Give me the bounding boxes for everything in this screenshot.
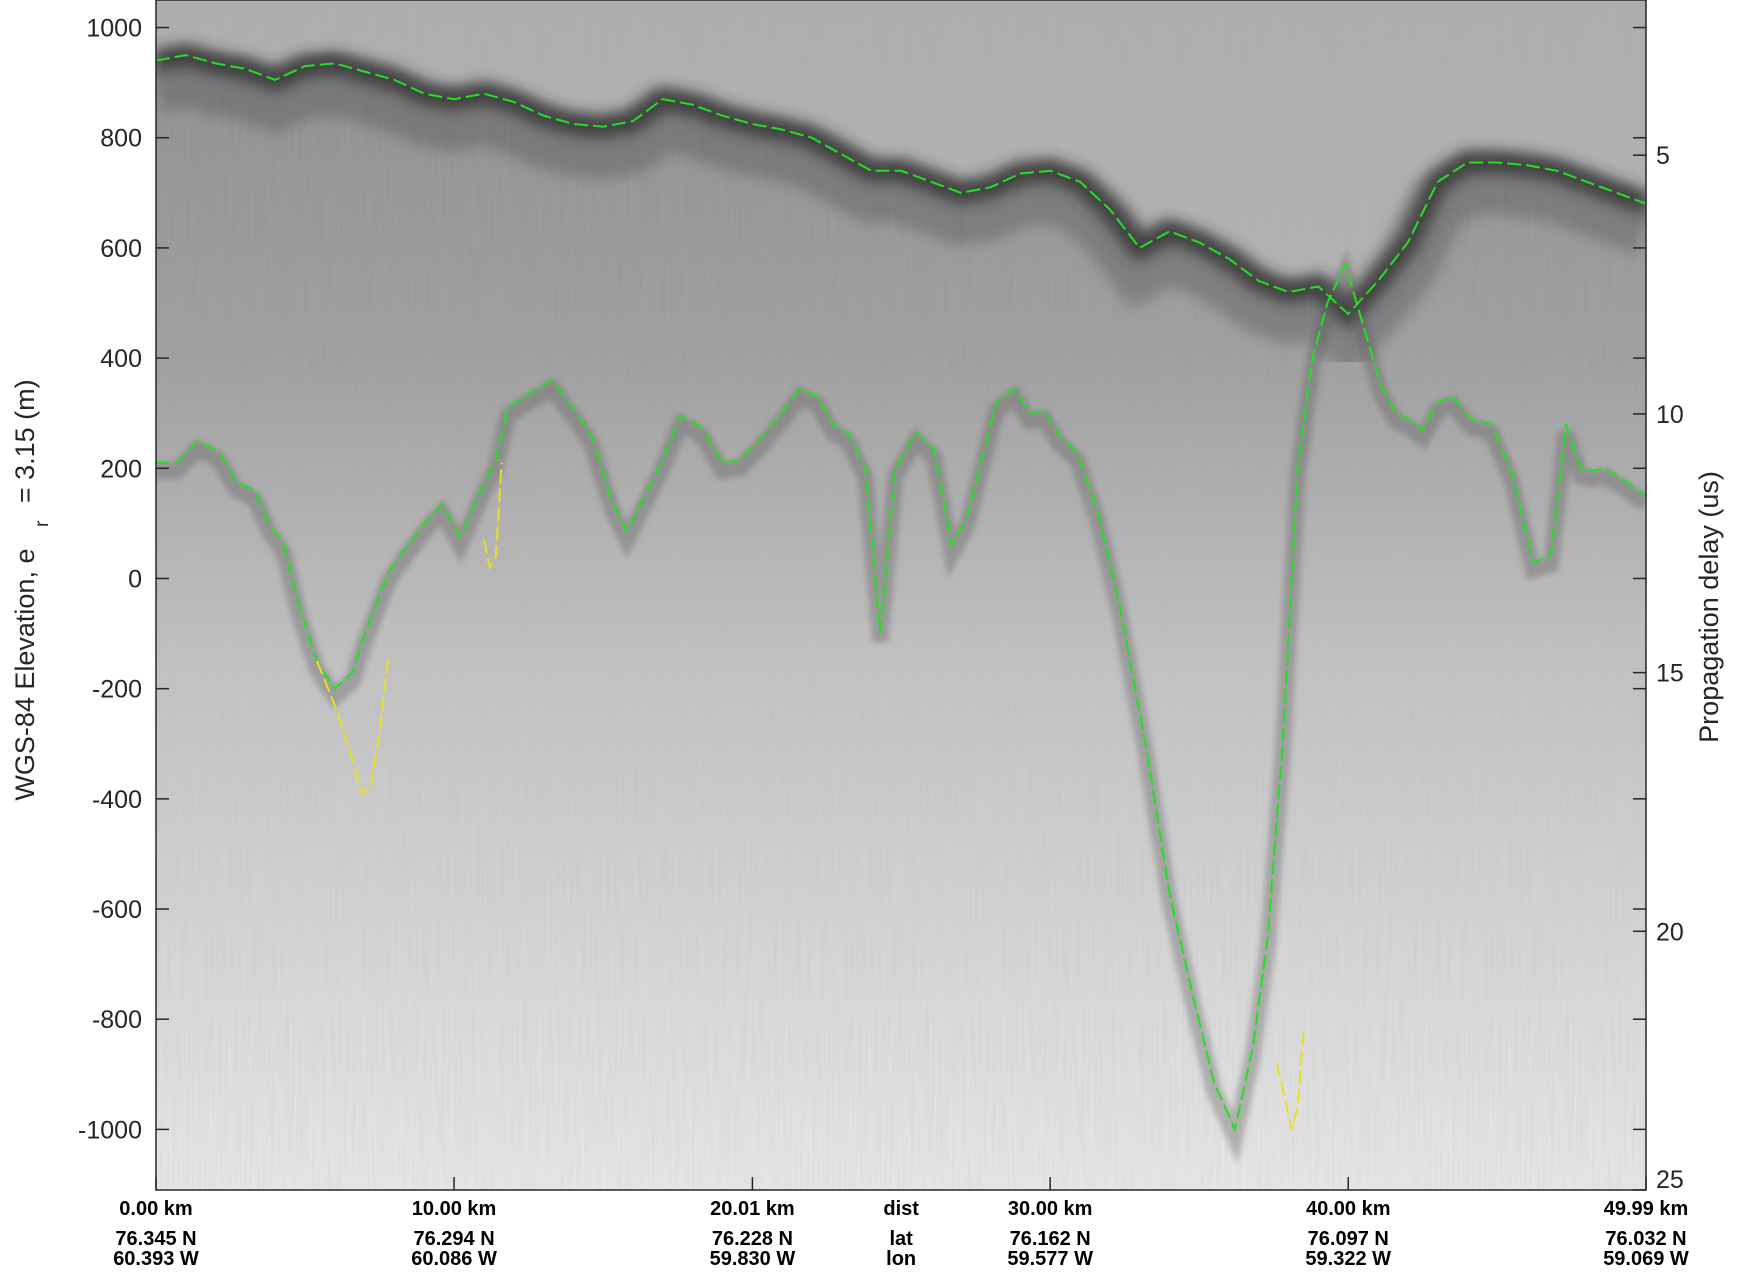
surface-shadow: [156, 46, 1646, 379]
left-tick-label: 400: [100, 345, 142, 373]
y-axis-label-suffix: = 3.15 (m): [10, 379, 40, 503]
bed-shadow: [156, 250, 1646, 1164]
right-axis: 5 10 15 20 25: [1633, 142, 1684, 1194]
y-axis-label-main: WGS-84 Elevation, e: [10, 549, 40, 801]
right-tick-label: 5: [1656, 142, 1670, 170]
bottom-label-lat: 76.162 N: [1010, 1228, 1091, 1250]
bottom-row-label-lat: lat: [889, 1228, 913, 1250]
bottom-label-dist: 20.01 km: [710, 1198, 795, 1220]
left-tick-label: 800: [100, 125, 142, 153]
left-tick-label: 1000: [86, 15, 142, 43]
bottom-label-dist: 40.00 km: [1306, 1198, 1391, 1220]
bottom-label-dist: 30.00 km: [1008, 1198, 1093, 1220]
left-axis: 1000 800 600 400 200 0 -200 -400 -600 -800 -1000: [78, 15, 1646, 1144]
right-axis-label: Propagation delay (us): [1694, 471, 1724, 743]
left-tick-label: -400: [92, 786, 142, 814]
bottom-label-lat: 76.032 N: [1605, 1228, 1686, 1250]
left-tick-label: -800: [92, 1006, 142, 1034]
left-tick-label: 200: [100, 455, 142, 483]
right-tick-label: 25: [1656, 1166, 1684, 1194]
bottom-axis: 0.00 km 76.345 N60.393 W 10.00 km 76.294 N6…: [113, 1177, 1689, 1270]
bottom-label-lon: 60.086 W: [411, 1248, 497, 1270]
bottom-row-label-dist: dist: [883, 1198, 919, 1220]
bottom-label-lon: 59.577 W: [1007, 1248, 1093, 1270]
left-tick-label: -1000: [78, 1116, 142, 1144]
bottom-label-dist: 49.99 km: [1604, 1198, 1689, 1220]
y-axis-label-subscript: r: [32, 520, 53, 527]
interpolated-bed-segment-0: [316, 655, 390, 795]
pick-lines: [156, 54, 1646, 1133]
right-tick-label: 20: [1656, 918, 1684, 946]
right-tick-label: 15: [1656, 660, 1684, 688]
bottom-label-lat: 76.097 N: [1308, 1228, 1389, 1250]
bottom-label-dist: 0.00 km: [119, 1198, 192, 1220]
bottom-label-lon: 59.069 W: [1603, 1248, 1689, 1270]
bottom-label-lat: 76.345 N: [115, 1228, 196, 1250]
air-above-surface: [156, 0, 1646, 314]
interpolated-bed-segment-1: [482, 462, 503, 571]
left-tick-label: 600: [100, 235, 142, 263]
interpolated-bed-segment-2: [1275, 1030, 1305, 1130]
left-tick-label: -200: [92, 676, 142, 704]
bottom-row-label-lon: lon: [886, 1248, 916, 1270]
left-tick-label: -600: [92, 896, 142, 924]
bottom-label-lon: 59.830 W: [710, 1248, 796, 1270]
bed-pick-line: [156, 261, 1646, 1133]
bottom-label-lat: 76.228 N: [712, 1228, 793, 1250]
bottom-label-lon: 60.393 W: [113, 1248, 199, 1270]
y-axis-label: WGS-84 Elevation, e r = 3.15 (m): [10, 379, 54, 800]
plot-frame: [155, 0, 1647, 1191]
surface-pick-line: [156, 54, 1646, 316]
left-tick-label: 0: [128, 565, 142, 593]
right-tick-label: 10: [1656, 401, 1684, 429]
bottom-label-lat: 76.294 N: [413, 1228, 494, 1250]
bottom-label-lon: 59.322 W: [1305, 1248, 1391, 1270]
bottom-label-dist: 10.00 km: [412, 1198, 497, 1220]
